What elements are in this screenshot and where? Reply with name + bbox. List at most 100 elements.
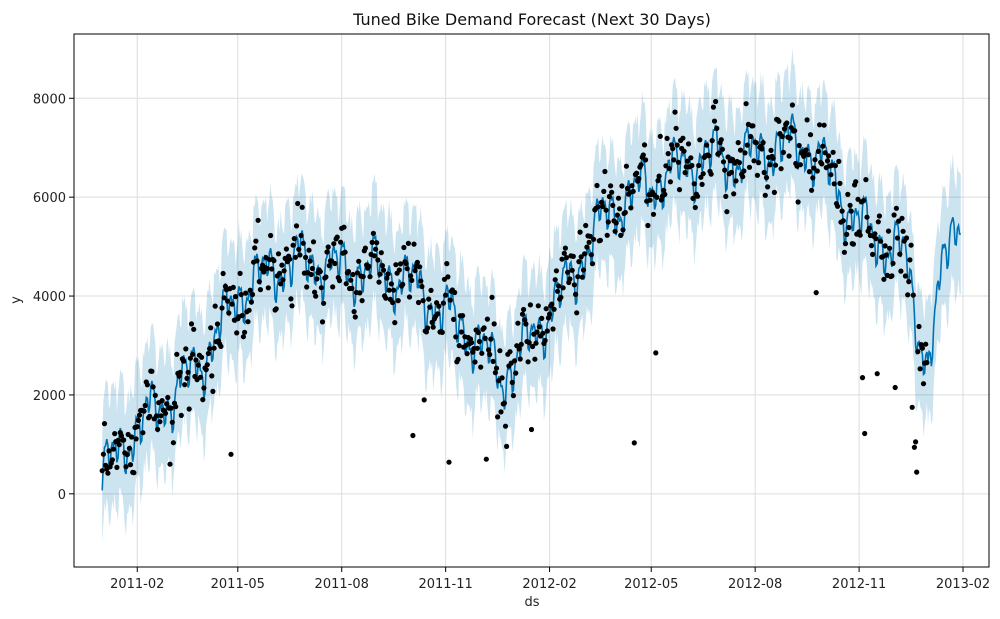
observed-point [516, 346, 522, 352]
observed-point [614, 212, 621, 218]
observed-point [544, 328, 550, 334]
observed-point [691, 181, 697, 187]
observed-point [412, 268, 418, 274]
observed-point [287, 256, 293, 262]
y-axis-label: y [9, 296, 24, 304]
observed-point [751, 158, 757, 164]
observed-point [427, 304, 433, 310]
observed-point [763, 175, 770, 181]
observed-point [733, 178, 739, 184]
observed-point [845, 191, 851, 197]
observed-point [307, 258, 313, 264]
observed-point [476, 338, 483, 345]
observed-point [526, 340, 532, 346]
observed-point [889, 273, 895, 279]
observed-point [606, 193, 613, 200]
observed-point [165, 394, 171, 401]
observed-point [710, 104, 717, 110]
observed-point [265, 285, 271, 291]
observed-point [681, 148, 687, 154]
observed-point [124, 452, 130, 458]
observed-point [890, 260, 896, 266]
observed-point [589, 261, 596, 267]
observed-point [221, 295, 227, 301]
observed-point [820, 143, 826, 149]
observed-point [131, 470, 137, 476]
observed-point [540, 330, 546, 336]
observed-point [647, 197, 653, 203]
observed-point [697, 137, 703, 143]
observed-point [239, 312, 245, 319]
plot-frame [73, 33, 990, 568]
observed-point [923, 341, 929, 347]
observed-point [191, 326, 197, 332]
x-tick-label: 2012-02 [522, 577, 576, 592]
observed-point [292, 254, 298, 260]
observed-point [507, 349, 513, 355]
observed-point [671, 157, 677, 163]
observed-point [682, 170, 688, 176]
observed-point [813, 290, 819, 296]
observed-point [692, 204, 698, 211]
observed-point [142, 402, 148, 409]
observed-point [421, 397, 427, 403]
observed-point [560, 285, 566, 291]
observed-point [201, 385, 207, 391]
observed-point [428, 287, 434, 293]
observed-point [608, 183, 614, 189]
observed-point [177, 369, 183, 375]
observed-point [891, 212, 897, 218]
observed-point [600, 203, 606, 210]
observed-point [619, 183, 625, 189]
observed-point [842, 241, 849, 247]
observed-point [345, 268, 352, 275]
observed-point [229, 301, 235, 307]
observed-point [234, 330, 240, 336]
observed-point [203, 367, 209, 373]
observed-point [741, 168, 747, 174]
observed-point [848, 208, 854, 214]
observed-point [352, 314, 358, 320]
observed-point [591, 236, 597, 242]
observed-point [594, 182, 600, 189]
observed-point [706, 153, 712, 159]
observed-point [817, 122, 823, 128]
observed-point [112, 431, 118, 437]
observed-point [354, 270, 361, 276]
observed-point [643, 157, 649, 163]
observed-point [144, 382, 150, 388]
observed-point [208, 325, 214, 331]
observed-point [147, 413, 153, 419]
observed-point [680, 135, 686, 141]
observed-point [810, 175, 816, 181]
observed-point [456, 343, 462, 349]
observed-point [255, 217, 261, 223]
observed-point [576, 259, 582, 265]
observed-point [218, 343, 224, 349]
observed-point [536, 324, 543, 330]
observed-point [499, 375, 505, 381]
observed-point [674, 142, 680, 148]
observed-point [573, 291, 579, 297]
observed-point [199, 354, 205, 360]
observed-point [158, 413, 164, 419]
observed-point [511, 358, 518, 364]
observed-point [393, 262, 399, 268]
observed-point [656, 173, 662, 179]
observed-point [504, 443, 510, 449]
observed-point [357, 290, 363, 296]
observed-point [304, 284, 310, 290]
observed-point [887, 245, 893, 251]
observed-point [657, 133, 663, 139]
observed-point [487, 351, 493, 358]
observed-point [332, 260, 338, 267]
observed-point [324, 249, 330, 255]
observed-point [395, 298, 401, 304]
observed-point [552, 277, 558, 283]
observed-point [878, 238, 884, 244]
observed-point [714, 125, 720, 131]
observed-point [228, 451, 234, 457]
observed-point [423, 329, 429, 335]
observed-point [822, 150, 828, 156]
observed-point [836, 158, 842, 164]
